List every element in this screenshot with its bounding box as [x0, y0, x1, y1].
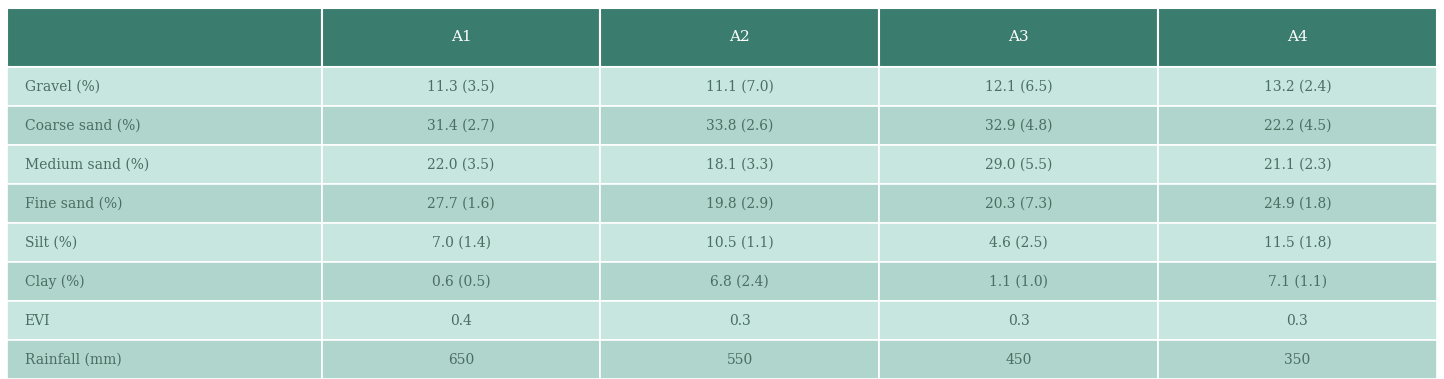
- Bar: [7, 301, 322, 340]
- Text: 12.1 (6.5): 12.1 (6.5): [985, 80, 1053, 94]
- Bar: [322, 340, 601, 379]
- Bar: [1158, 8, 1437, 67]
- Text: 20.3 (7.3): 20.3 (7.3): [985, 196, 1053, 210]
- Bar: [1158, 223, 1437, 262]
- Text: 11.5 (1.8): 11.5 (1.8): [1264, 235, 1331, 249]
- Text: 650: 650: [448, 352, 474, 366]
- Bar: [1158, 262, 1437, 301]
- Text: A4: A4: [1287, 30, 1308, 44]
- Text: 550: 550: [726, 352, 752, 366]
- Text: EVI: EVI: [25, 313, 51, 327]
- Text: 0.3: 0.3: [1008, 313, 1030, 327]
- Bar: [879, 223, 1158, 262]
- Text: 0.4: 0.4: [451, 313, 472, 327]
- Bar: [322, 262, 601, 301]
- Text: A1: A1: [451, 30, 472, 44]
- Text: Medium sand (%): Medium sand (%): [25, 158, 149, 172]
- Text: 1.1 (1.0): 1.1 (1.0): [989, 274, 1048, 288]
- Bar: [601, 184, 879, 223]
- Text: 24.9 (1.8): 24.9 (1.8): [1264, 196, 1331, 210]
- Text: 22.2 (4.5): 22.2 (4.5): [1264, 119, 1331, 133]
- Bar: [7, 262, 322, 301]
- Text: Fine sand (%): Fine sand (%): [25, 196, 123, 210]
- Bar: [322, 223, 601, 262]
- Text: 0.6 (0.5): 0.6 (0.5): [432, 274, 491, 288]
- Bar: [1158, 340, 1437, 379]
- Bar: [7, 106, 322, 145]
- Bar: [1158, 145, 1437, 184]
- Bar: [322, 301, 601, 340]
- Text: 22.0 (3.5): 22.0 (3.5): [427, 158, 495, 172]
- Text: 11.1 (7.0): 11.1 (7.0): [706, 80, 774, 94]
- Bar: [322, 67, 601, 106]
- Text: 0.3: 0.3: [729, 313, 751, 327]
- Text: Gravel (%): Gravel (%): [25, 80, 100, 94]
- Text: Rainfall (mm): Rainfall (mm): [25, 352, 121, 366]
- Text: 29.0 (5.5): 29.0 (5.5): [985, 158, 1053, 172]
- Text: 0.3: 0.3: [1287, 313, 1308, 327]
- Bar: [879, 184, 1158, 223]
- Bar: [601, 67, 879, 106]
- Bar: [1158, 67, 1437, 106]
- Bar: [7, 145, 322, 184]
- Text: A3: A3: [1008, 30, 1030, 44]
- Bar: [601, 106, 879, 145]
- Bar: [601, 223, 879, 262]
- Text: 450: 450: [1005, 352, 1032, 366]
- Bar: [7, 223, 322, 262]
- Text: 7.1 (1.1): 7.1 (1.1): [1268, 274, 1327, 288]
- Text: 6.8 (2.4): 6.8 (2.4): [710, 274, 770, 288]
- Bar: [322, 145, 601, 184]
- Text: 21.1 (2.3): 21.1 (2.3): [1264, 158, 1331, 172]
- Bar: [1158, 301, 1437, 340]
- Text: 350: 350: [1284, 352, 1311, 366]
- Bar: [1158, 106, 1437, 145]
- Bar: [601, 8, 879, 67]
- Text: 7.0 (1.4): 7.0 (1.4): [432, 235, 491, 249]
- Bar: [879, 145, 1158, 184]
- Text: 33.8 (2.6): 33.8 (2.6): [706, 119, 774, 133]
- Text: 32.9 (4.8): 32.9 (4.8): [985, 119, 1053, 133]
- Text: 10.5 (1.1): 10.5 (1.1): [706, 235, 774, 249]
- Text: Clay (%): Clay (%): [25, 274, 84, 289]
- Bar: [601, 301, 879, 340]
- Bar: [601, 340, 879, 379]
- Bar: [322, 184, 601, 223]
- Text: 4.6 (2.5): 4.6 (2.5): [989, 235, 1048, 249]
- Bar: [879, 67, 1158, 106]
- Bar: [879, 301, 1158, 340]
- Text: 31.4 (2.7): 31.4 (2.7): [427, 119, 495, 133]
- Bar: [7, 184, 322, 223]
- Bar: [322, 106, 601, 145]
- Bar: [322, 8, 601, 67]
- Bar: [879, 340, 1158, 379]
- Text: 27.7 (1.6): 27.7 (1.6): [427, 196, 495, 210]
- Text: Silt (%): Silt (%): [25, 235, 77, 249]
- Text: 11.3 (3.5): 11.3 (3.5): [427, 80, 495, 94]
- Text: 18.1 (3.3): 18.1 (3.3): [706, 158, 774, 172]
- Bar: [1158, 184, 1437, 223]
- Text: 13.2 (2.4): 13.2 (2.4): [1264, 80, 1331, 94]
- Bar: [7, 67, 322, 106]
- Text: 19.8 (2.9): 19.8 (2.9): [706, 196, 774, 210]
- Bar: [601, 262, 879, 301]
- Text: Coarse sand (%): Coarse sand (%): [25, 119, 140, 133]
- Bar: [601, 145, 879, 184]
- Bar: [7, 340, 322, 379]
- Bar: [879, 106, 1158, 145]
- Bar: [879, 262, 1158, 301]
- Bar: [879, 8, 1158, 67]
- Text: A2: A2: [729, 30, 751, 44]
- Bar: [7, 8, 322, 67]
